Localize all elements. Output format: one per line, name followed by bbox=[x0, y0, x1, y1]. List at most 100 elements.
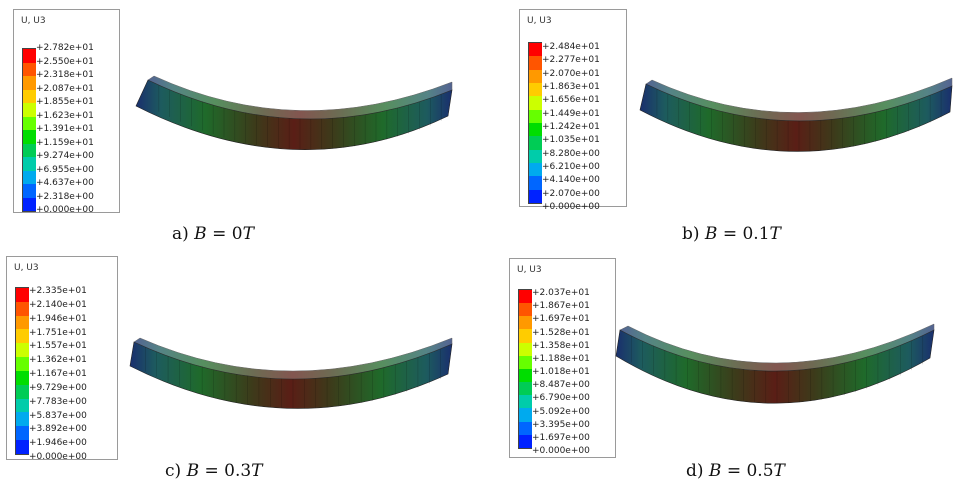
color-segment bbox=[529, 69, 542, 83]
legend-title: U, U3 bbox=[527, 16, 552, 26]
legend-label: +0.000e+00 bbox=[542, 202, 600, 212]
color-segment bbox=[529, 122, 542, 137]
legend-label: +1.362e+01 bbox=[29, 355, 87, 366]
legend-label: +3.395e+00 bbox=[532, 419, 590, 430]
color-segment bbox=[23, 49, 36, 63]
legend-label: +1.188e+01 bbox=[532, 353, 590, 364]
color-segment bbox=[23, 130, 36, 144]
legend-label: +0.000e+00 bbox=[532, 446, 590, 456]
legend-label: +1.242e+01 bbox=[542, 122, 600, 132]
color-segment bbox=[529, 96, 542, 110]
legend-label: +2.484e+01 bbox=[542, 42, 600, 52]
color-segment bbox=[519, 408, 532, 422]
legend-label: +2.318e+00 bbox=[36, 191, 94, 202]
legend-label: +1.946e+01 bbox=[29, 313, 87, 324]
color-segment bbox=[519, 395, 532, 409]
beam-a bbox=[135, 75, 453, 150]
legend-label: +1.528e+01 bbox=[532, 327, 590, 338]
color-segment bbox=[16, 288, 29, 302]
legend-label: +2.070e+01 bbox=[542, 68, 600, 79]
caption-b: b) B = 0.1T bbox=[682, 224, 781, 244]
color-segment bbox=[23, 116, 36, 130]
legend-label: +6.210e+00 bbox=[542, 162, 600, 172]
color-segment bbox=[519, 421, 532, 435]
beam-top-face bbox=[619, 323, 935, 372]
legend-label: +6.790e+00 bbox=[532, 393, 590, 404]
color-segment bbox=[16, 357, 29, 371]
legend-b: U, U3 +2.484e+01 +2.277e+01 +2.070e+01 +1.8… bbox=[519, 9, 627, 212]
color-scale bbox=[518, 289, 532, 449]
legend-label: +0.000e+00 bbox=[36, 205, 94, 215]
legend-label: +1.159e+01 bbox=[36, 137, 94, 148]
legend-label: +1.697e+00 bbox=[532, 432, 590, 443]
legend-a: U, U3 +2.782e+01 +2.550e+01 +2.318e+01 +2.0… bbox=[13, 9, 120, 215]
color-segment bbox=[16, 343, 29, 358]
legend-title: U, U3 bbox=[21, 16, 46, 26]
beam-c bbox=[129, 337, 453, 409]
legend-label: +2.318e+01 bbox=[36, 70, 94, 80]
color-segment bbox=[23, 76, 36, 90]
color-segment bbox=[529, 82, 542, 97]
beam-top-face bbox=[645, 77, 953, 122]
color-segment bbox=[23, 89, 36, 103]
legend-label: +1.697e+01 bbox=[532, 314, 590, 325]
legend-label: +2.335e+01 bbox=[29, 286, 87, 296]
color-scale bbox=[15, 287, 29, 455]
color-scale bbox=[22, 48, 36, 212]
legend-label: +2.550e+01 bbox=[36, 56, 94, 67]
color-segment bbox=[16, 301, 29, 316]
color-segment bbox=[529, 189, 542, 203]
legend-label: +2.277e+01 bbox=[542, 55, 600, 66]
beam-top-face bbox=[147, 75, 453, 120]
color-segment bbox=[519, 382, 532, 396]
legend-label: +1.946e+00 bbox=[29, 438, 87, 449]
legend-label: +1.449e+01 bbox=[542, 108, 600, 119]
beam-d bbox=[615, 323, 935, 404]
color-segment bbox=[529, 149, 542, 163]
color-segment bbox=[23, 170, 36, 184]
color-segment bbox=[16, 426, 29, 441]
color-segment bbox=[529, 109, 542, 123]
color-segment bbox=[23, 197, 36, 211]
legend-label: +1.751e+01 bbox=[29, 327, 87, 338]
color-segment bbox=[16, 384, 29, 399]
legend-label: +1.656e+01 bbox=[542, 95, 600, 106]
beam-b bbox=[639, 77, 953, 152]
caption-d: d) B = 0.5T bbox=[686, 461, 785, 481]
legend-label: +7.783e+00 bbox=[29, 396, 87, 407]
color-segment bbox=[16, 329, 29, 344]
legend-title: U, U3 bbox=[517, 265, 542, 275]
legend-label: +8.487e+00 bbox=[532, 380, 590, 391]
color-segment bbox=[529, 43, 542, 57]
legend-label: +5.837e+00 bbox=[29, 410, 87, 421]
color-segment bbox=[519, 434, 532, 448]
color-segment bbox=[16, 315, 29, 330]
legend-label: +9.729e+00 bbox=[29, 382, 87, 393]
color-segment bbox=[519, 368, 532, 383]
legend-label: +1.391e+01 bbox=[36, 124, 94, 134]
color-segment bbox=[519, 342, 532, 356]
beam-top-face bbox=[133, 337, 453, 380]
color-scale bbox=[528, 42, 542, 204]
legend-label: +1.358e+01 bbox=[532, 340, 590, 351]
legend-label: +2.037e+01 bbox=[532, 288, 590, 298]
legend-label: +1.863e+01 bbox=[542, 82, 600, 92]
legend-c: U, U3 +2.335e+01 +2.140e+01 +1.946e+01 +1.7… bbox=[6, 256, 118, 462]
legend-label: +1.623e+01 bbox=[36, 110, 94, 121]
color-segment bbox=[23, 62, 36, 76]
legend-label: +2.087e+01 bbox=[36, 83, 94, 94]
color-segment bbox=[519, 303, 532, 317]
legend-label: +4.140e+00 bbox=[542, 175, 600, 186]
color-segment bbox=[16, 440, 29, 454]
legend-label: +6.955e+00 bbox=[36, 164, 94, 175]
legend-label: +1.867e+01 bbox=[532, 301, 590, 312]
color-segment bbox=[23, 184, 36, 198]
legend-label: +5.092e+00 bbox=[532, 406, 590, 417]
color-segment bbox=[529, 56, 542, 70]
legend-title: U, U3 bbox=[14, 263, 39, 273]
legend-label: +0.000e+00 bbox=[29, 452, 87, 462]
color-segment bbox=[519, 329, 532, 343]
legend-label: +1.167e+01 bbox=[29, 369, 87, 379]
legend-label: +2.782e+01 bbox=[36, 43, 94, 53]
legend-label: +4.637e+00 bbox=[36, 178, 94, 188]
